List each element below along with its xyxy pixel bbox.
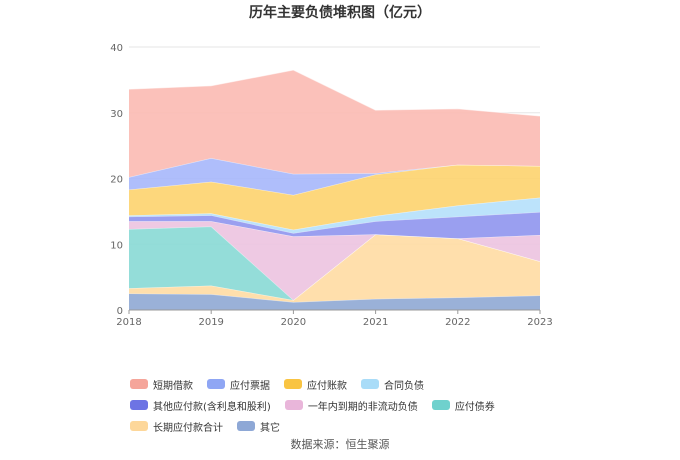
legend-swatch [130, 421, 148, 431]
legend-item[interactable]: 应付债券 [431, 399, 495, 413]
legend-label: 应付账款 [307, 380, 347, 392]
legend-swatch [130, 400, 148, 410]
legend-item[interactable]: 短期借款 [130, 378, 193, 392]
area-edge [128, 293, 541, 303]
legend-swatch [284, 379, 302, 389]
x-tick-label: 2023 [527, 317, 552, 328]
stacked-area-chart: 0 10 20 30 40 2018 2019 2020 2021 2022 2023 [110, 43, 552, 328]
legend-swatch [284, 400, 303, 410]
legend-label: 短期借款 [153, 380, 193, 392]
area-series-应付账款 [129, 164, 540, 230]
legend-swatch [207, 379, 225, 389]
y-tick-label: 20 [110, 175, 123, 186]
area-series [128, 69, 541, 310]
area-series-应付票据 [129, 158, 540, 195]
legend-label: 应付票据 [230, 380, 270, 392]
area-series-短期借款 [129, 70, 540, 178]
y-tick-label: 0 [117, 306, 123, 317]
legend-label: 应付债券 [454, 401, 495, 413]
y-tick-label: 40 [110, 43, 123, 54]
area-series-合同负债 [129, 197, 540, 234]
x-tick-label: 2021 [363, 317, 388, 328]
area-series-长期应付款合计 [129, 234, 540, 303]
legend-label: 其他应付款(含利息和股利) [153, 401, 271, 413]
area-edge [128, 69, 541, 117]
area-series-其它 [129, 293, 540, 310]
legend-item[interactable]: 其他应付款(含利息和股利) [130, 399, 271, 413]
legend-label: 合同负债 [384, 380, 424, 392]
area-series-其他应付款(含利息和股利) [129, 212, 540, 239]
legend-item[interactable]: 其它 [237, 420, 280, 434]
data-source: 数据来源：恒生聚源 [290, 438, 390, 451]
area-series-一年内到期的非流动负债 [129, 221, 540, 301]
y-tick-label: 10 [110, 240, 123, 251]
axes: 0 10 20 30 40 2018 2019 2020 2021 2022 2023 [110, 43, 552, 328]
legend-item[interactable]: 长期应付款合计 [130, 420, 223, 434]
legend: 短期借款 应付票据 应付账款 合同负债其他应付款(含利息和股利) 一年内到期的非流动负债… [130, 378, 570, 434]
x-tick-label: 2018 [116, 317, 141, 328]
chart-title: 历年主要负债堆积图（亿元） [249, 5, 431, 21]
legend-swatch [431, 400, 450, 410]
legend-swatch [130, 379, 148, 389]
legend-label: 一年内到期的非流动负债 [307, 401, 418, 413]
legend-item[interactable]: 应付账款 [284, 378, 347, 392]
legend-item[interactable]: 合同负债 [361, 378, 424, 392]
x-tick-label: 2020 [281, 317, 306, 328]
legend-swatch [237, 421, 255, 431]
y-tick-label: 30 [110, 109, 123, 120]
legend-swatch [361, 379, 379, 389]
legend-label: 长期应付款合计 [153, 422, 223, 434]
x-tick-label: 2019 [198, 317, 223, 328]
x-tick-label: 2022 [445, 317, 470, 328]
legend-item[interactable]: 一年内到期的非流动负债 [284, 399, 418, 413]
area-series-应付债券 [129, 226, 540, 301]
legend-item[interactable]: 应付票据 [207, 378, 270, 392]
legend-label: 其它 [260, 422, 280, 434]
